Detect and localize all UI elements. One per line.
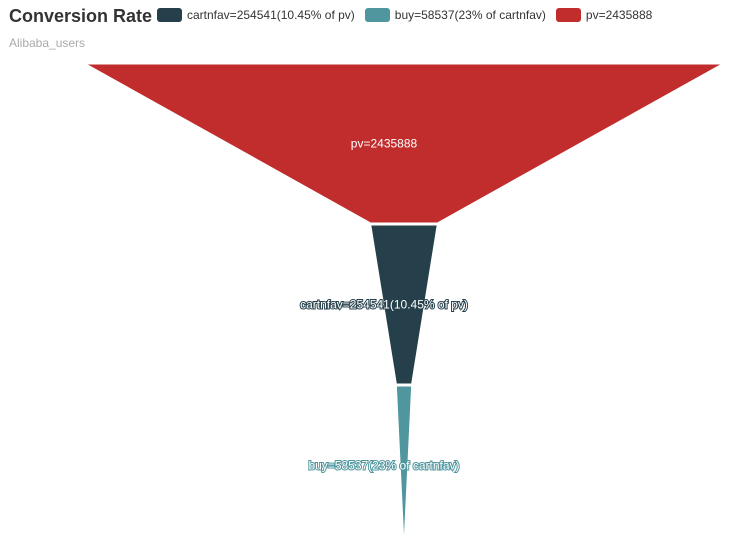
funnel-segment-cartnfav[interactable] <box>370 224 438 385</box>
legend: cartnfav=254541(10.45% of pv) buy=58537(… <box>157 8 662 22</box>
legend-label-buy: buy=58537(23% of cartnfav) <box>394 8 546 22</box>
funnel-label-pv: pv=2435888 <box>351 137 418 151</box>
funnel-segment-buy[interactable] <box>395 385 413 538</box>
chart-subtitle: Alibaba_users <box>9 36 86 50</box>
legend-label-cartnfav: cartnfav=254541(10.45% of pv) <box>187 8 355 22</box>
funnel-segment-pv[interactable] <box>84 63 724 224</box>
funnel-label-buy: buy=58537(23% of cartnfav) <box>308 459 459 473</box>
legend-swatch-cartnfav <box>157 8 182 22</box>
legend-item-pv[interactable]: pv=2435888 <box>555 8 653 22</box>
legend-item-buy[interactable]: buy=58537(23% of cartnfav) <box>364 8 546 22</box>
legend-label-pv: pv=2435888 <box>585 8 653 22</box>
legend-swatch-buy <box>364 8 390 22</box>
legend-swatch-pv <box>555 8 581 22</box>
chart-title: Conversion Rate <box>9 6 153 26</box>
funnel-label-cartnfav: cartnfav=254541(10.45% of pv) <box>300 298 468 312</box>
legend-item-cartnfav[interactable]: cartnfav=254541(10.45% of pv) <box>157 8 355 22</box>
